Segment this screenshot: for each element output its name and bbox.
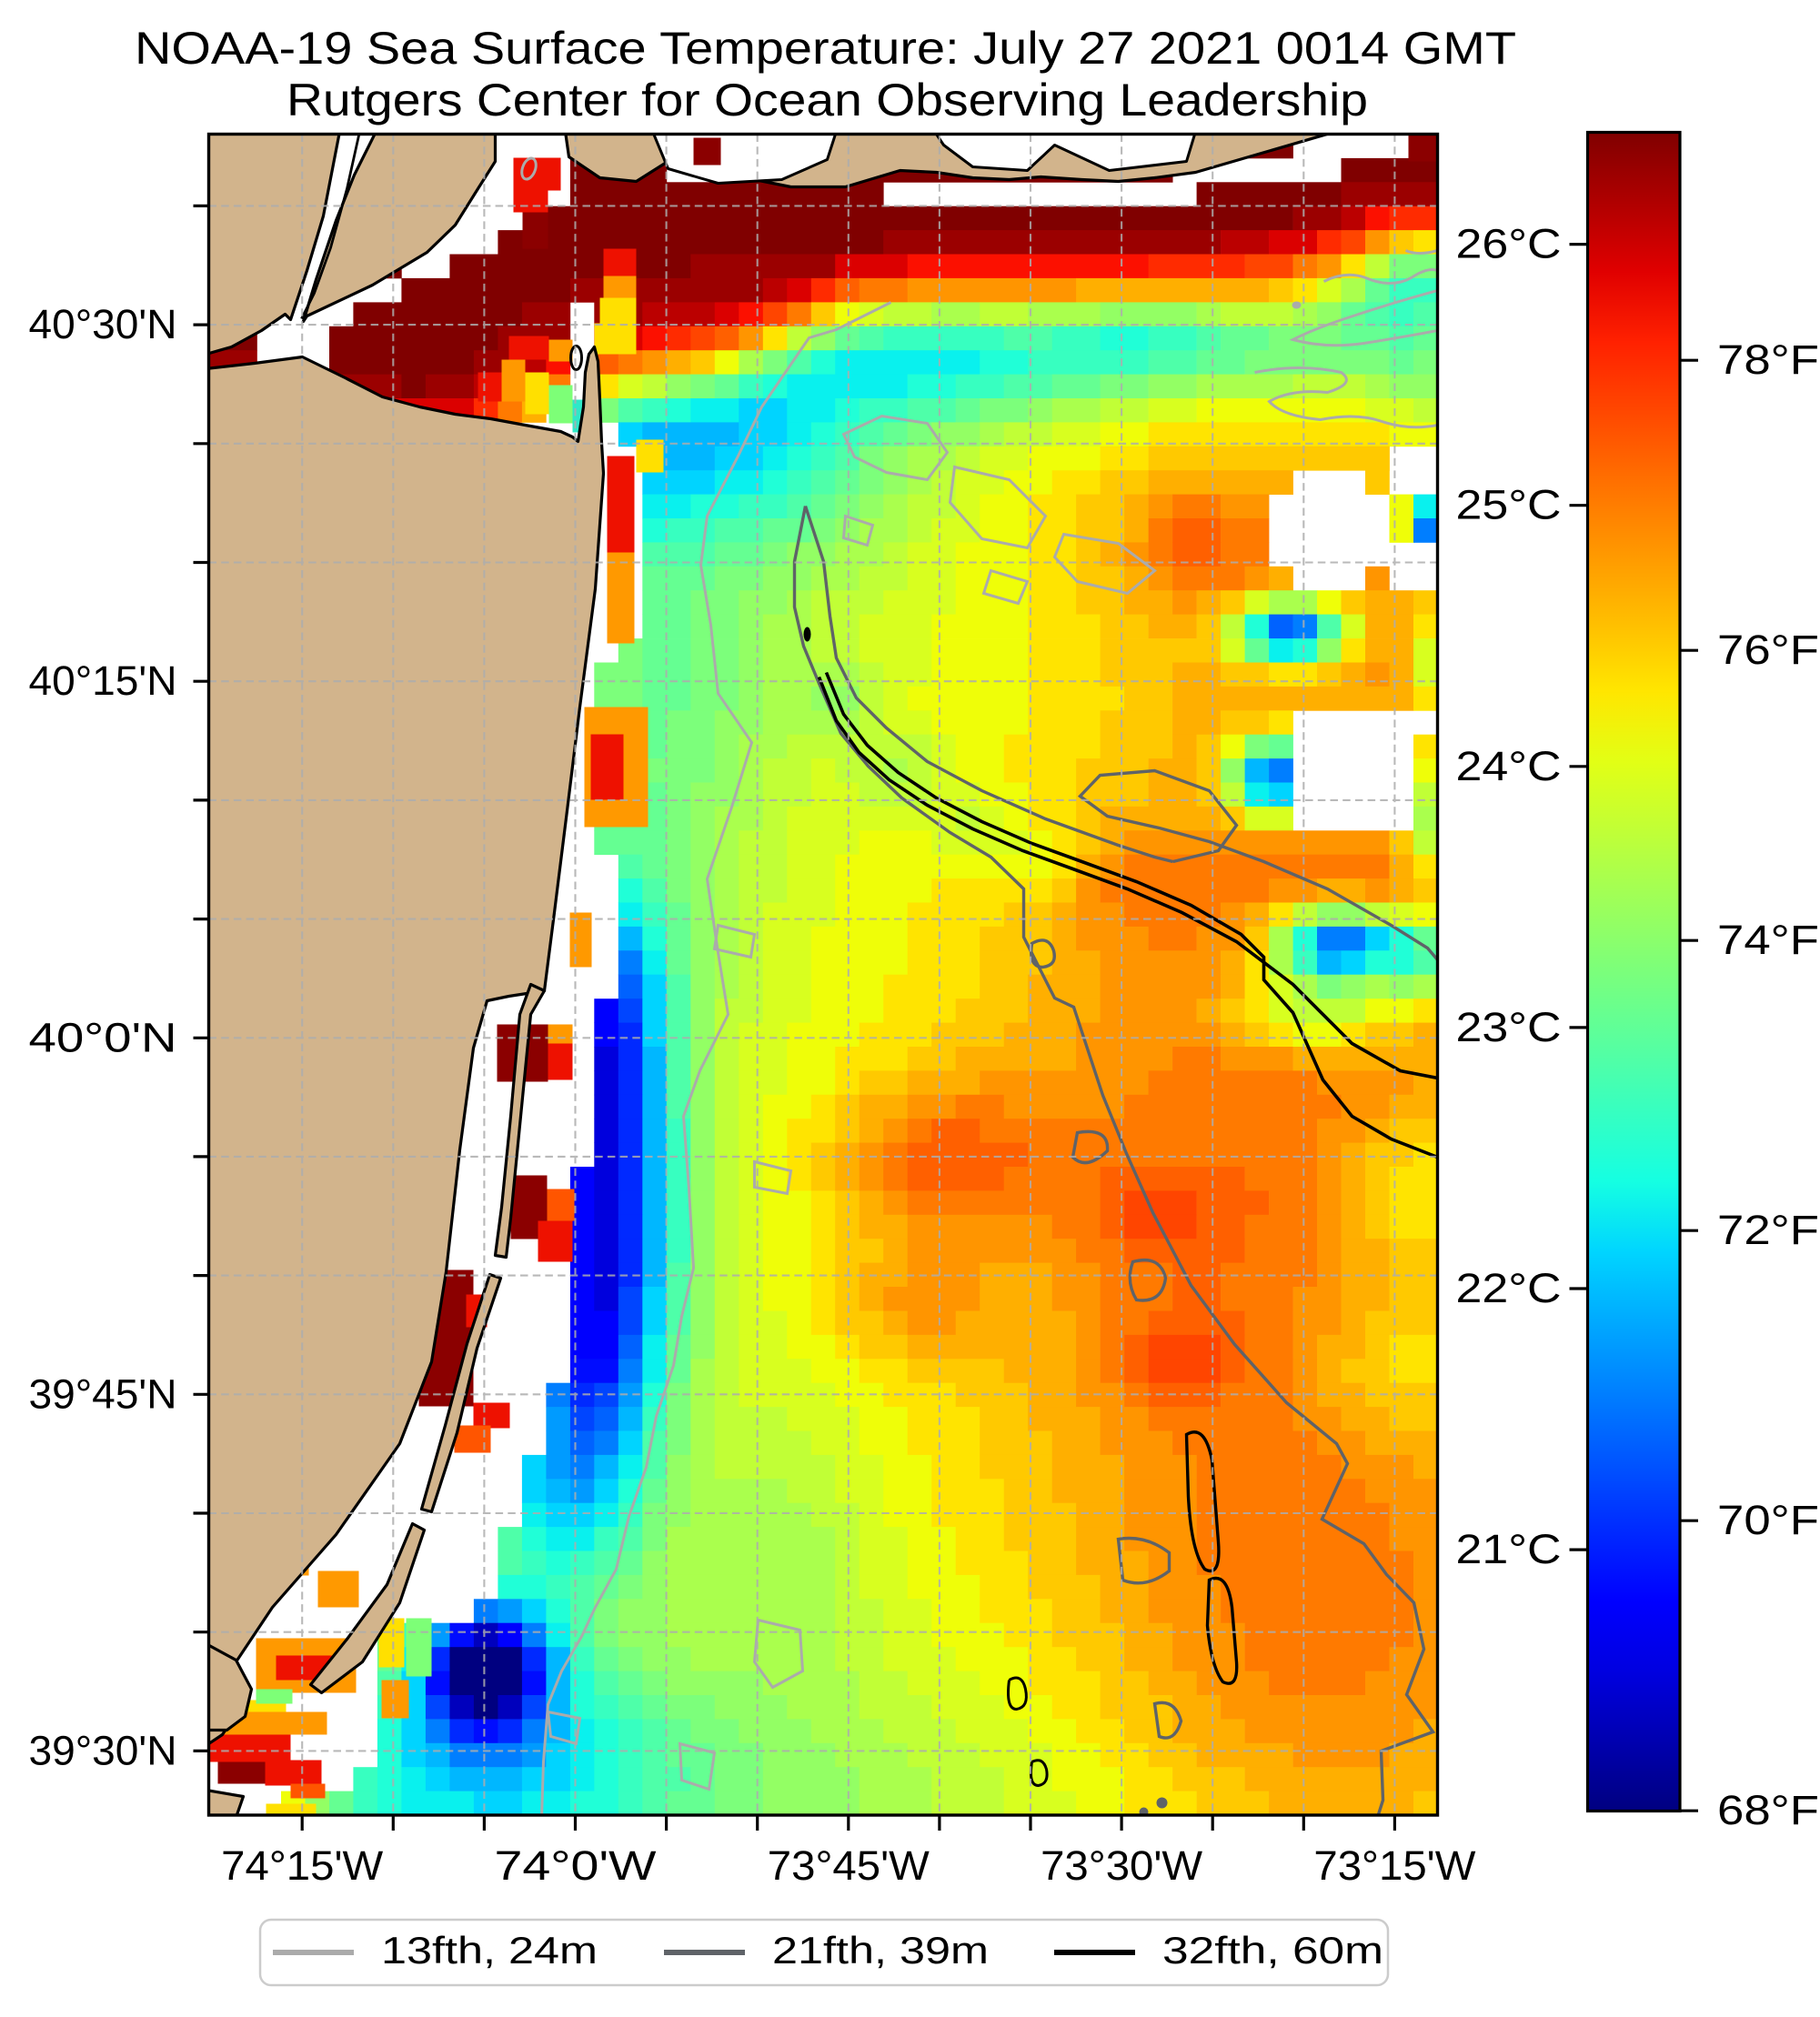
svg-text:21°C: 21°C [1456,1526,1562,1572]
svg-text:25°C: 25°C [1456,482,1562,528]
svg-text:68°F: 68°F [1717,1787,1819,1833]
svg-text:40°0'N: 40°0'N [29,1014,177,1060]
svg-text:26°C: 26°C [1456,221,1562,267]
svg-text:Rutgers Center for Ocean Obser: Rutgers Center for Ocean Observing Leade… [287,75,1368,125]
svg-text:73°15'W: 73°15'W [1313,1842,1476,1889]
svg-text:21fth, 39m: 21fth, 39m [772,1929,989,1972]
svg-text:22°C: 22°C [1456,1265,1562,1311]
svg-text:39°30'N: 39°30'N [29,1727,177,1773]
svg-text:24°C: 24°C [1456,743,1562,789]
svg-text:73°45'W: 73°45'W [768,1842,930,1889]
svg-text:76°F: 76°F [1717,627,1819,673]
svg-text:72°F: 72°F [1717,1207,1819,1253]
svg-text:74°0'W: 74°0'W [495,1842,658,1889]
svg-text:23°C: 23°C [1456,1004,1562,1050]
svg-text:40°30'N: 40°30'N [29,301,177,347]
svg-text:NOAA-19 Sea Surface Temperatur: NOAA-19 Sea Surface Temperature: July 27… [135,23,1516,74]
svg-text:40°15'N: 40°15'N [29,657,177,704]
svg-text:74°F: 74°F [1717,917,1819,963]
svg-text:39°45'N: 39°45'N [29,1370,177,1417]
svg-text:78°F: 78°F [1717,336,1819,383]
svg-text:70°F: 70°F [1717,1497,1819,1543]
svg-text:13fth, 24m: 13fth, 24m [381,1929,598,1972]
svg-text:32fth, 60m: 32fth, 60m [1162,1929,1383,1972]
svg-text:73°30'W: 73°30'W [1041,1842,1203,1889]
svg-text:74°15'W: 74°15'W [221,1842,384,1889]
